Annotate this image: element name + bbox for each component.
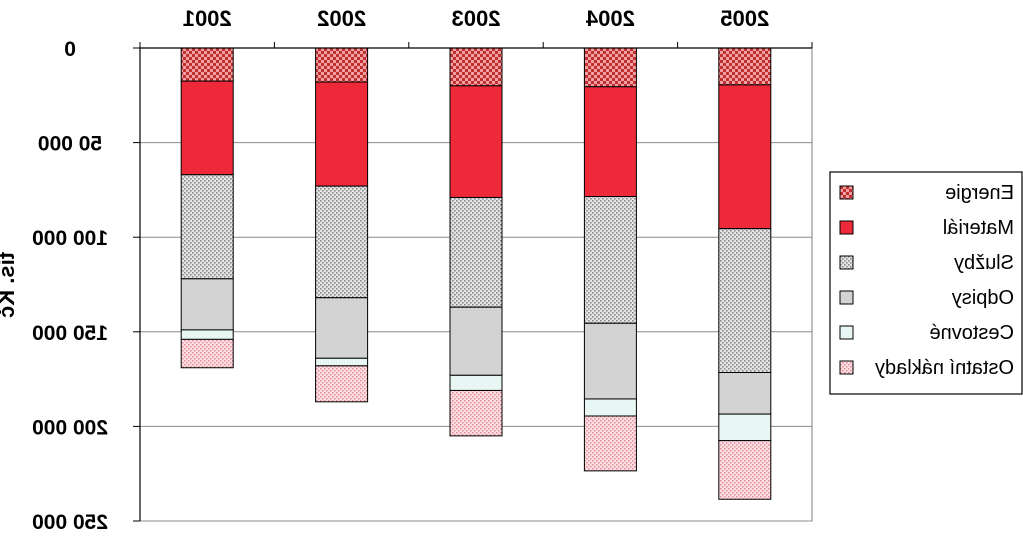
bar-2003-odpisy	[449, 306, 503, 376]
bar-2005-energie	[718, 47, 772, 86]
bar-2005-služby	[718, 228, 772, 373]
category-label-2001: 2001	[183, 6, 232, 31]
legend-swatch	[839, 325, 854, 340]
legend-swatch	[839, 220, 854, 235]
bar-2001-cestovné	[180, 329, 234, 340]
y-tick-label: 150 000	[32, 322, 108, 345]
bar-2003-cestovné	[449, 374, 503, 391]
bar-2002-cestovné	[315, 357, 369, 367]
legend: Energie Materiál Služby Odpisy Cestovné Ostat…	[829, 171, 1023, 395]
y-tick-label: 200 000	[32, 416, 108, 439]
y-tick-label: 100 000	[32, 227, 108, 250]
bars	[180, 47, 772, 500]
legend-swatch	[839, 185, 854, 200]
legend-label: Cestovné	[930, 322, 1015, 344]
bar-2002-odpisy	[315, 297, 369, 359]
bar-2001-materiál	[180, 80, 234, 176]
legend-label: Služby	[954, 252, 1014, 274]
bar-2002-ostatní-náklady	[315, 365, 369, 403]
bar-2005-odpisy	[718, 371, 772, 415]
legend-label: Energie	[945, 182, 1014, 204]
y-tick-label: 250 000	[32, 511, 108, 534]
bar-2003-služby	[449, 196, 503, 308]
bar-2004-cestovné	[583, 398, 637, 417]
axes: 0 50 000 100 000 150 000 200 000 250 000 tis. …	[0, 6, 813, 534]
bar-2001-energie	[180, 47, 234, 82]
legend-swatch	[839, 255, 854, 270]
bar-2005-materiál	[718, 84, 772, 230]
legend-label: Ostatní náklady	[875, 357, 1014, 379]
bar-2004-odpisy	[583, 322, 637, 400]
bar-2004-ostatní-náklady	[583, 415, 637, 472]
bar-2005-ostatní-náklady	[718, 440, 772, 500]
y-tick-label: 0	[64, 38, 76, 61]
bar-2001-ostatní-náklady	[180, 338, 234, 369]
legend-box	[829, 171, 1023, 395]
legend-swatch	[839, 360, 854, 375]
category-label-2004: 2004	[585, 6, 635, 31]
legend-swatch	[839, 290, 854, 305]
bar-2004-materiál	[583, 86, 637, 198]
bar-2001-služby	[180, 174, 234, 280]
bar-2005-cestovné	[718, 413, 772, 442]
bar-2004-energie	[583, 47, 637, 88]
legend-label: Odpisy	[952, 287, 1014, 309]
bar-2002-služby	[315, 185, 369, 299]
y-tick-label: 50 000	[38, 133, 102, 156]
bar-2004-služby	[583, 196, 637, 324]
bar-2001-odpisy	[180, 278, 234, 331]
bar-2003-ostatní-náklady	[449, 389, 503, 437]
bar-2003-energie	[449, 47, 503, 87]
category-label-2003: 2003	[452, 6, 501, 31]
y-axis-label: tis. Kč	[0, 252, 19, 318]
bar-2002-materiál	[315, 81, 369, 187]
bar-2003-materiál	[449, 85, 503, 198]
bar-2002-energie	[315, 47, 369, 83]
category-label-2002: 2002	[317, 6, 366, 31]
legend-label: Materiál	[943, 217, 1014, 239]
category-label-2005: 2005	[720, 6, 769, 31]
